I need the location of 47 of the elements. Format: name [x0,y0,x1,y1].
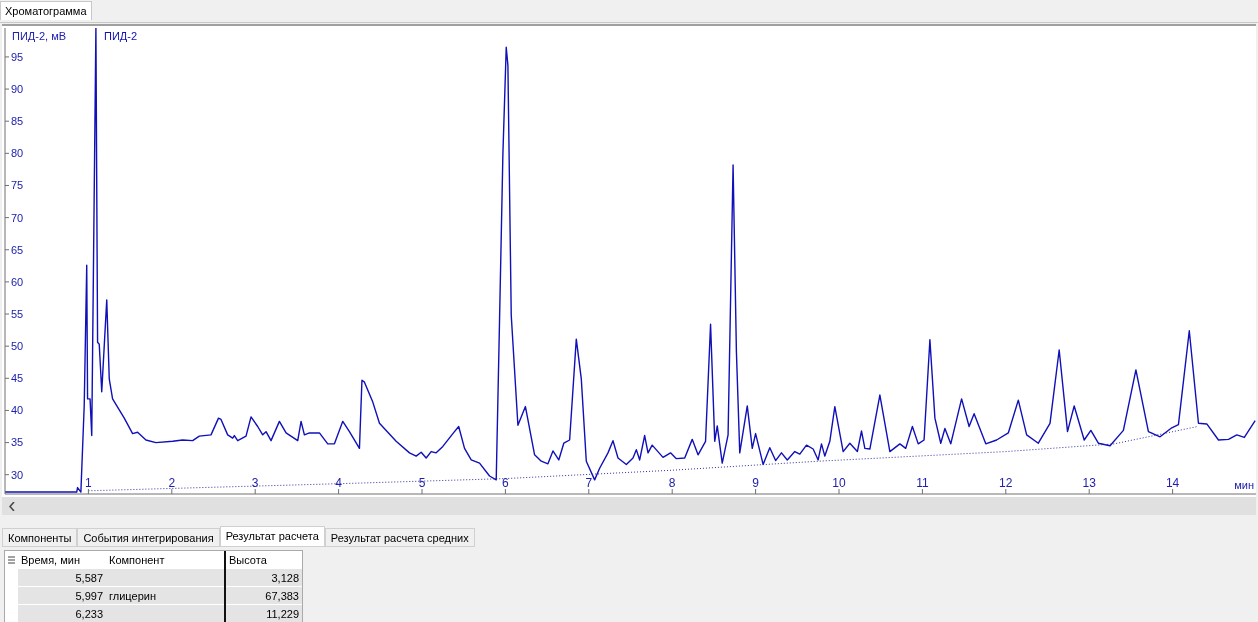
x-tick-label: 1 [85,476,93,490]
x-tick-label: 14 [1165,476,1180,490]
y-tick-label: 35 [11,436,24,449]
y-tick-label: 70 [11,211,24,224]
series-label: ПИД-2 [104,30,138,42]
x-tick-label: 12 [999,476,1013,490]
x-tick-label: 5 [418,476,426,490]
y-tick-label: 80 [11,147,24,160]
x-tick-label: 4 [335,476,343,490]
x-tick-label: 10 [832,476,846,490]
y-tick-label: 45 [11,372,24,385]
y-axis-title: ПИД-2, мВ [12,30,67,42]
x-tick-label: 6 [502,476,510,490]
text: Высота [225,551,302,569]
y-tick-label: 60 [11,275,24,288]
x-tick-label: 11 [916,476,929,490]
y-tick-label: 90 [11,82,24,95]
line-series [5,28,1256,493]
text: глицерин [106,586,225,605]
text: 5,997 [18,586,106,605]
text: 6,233 [18,604,106,622]
y-tick-label: 50 [11,340,24,353]
x-tick-label: 3 [251,476,259,490]
text: Время, мин [18,551,106,569]
text: Компоненты [2,528,78,547]
text: Результат расчета средних [324,528,475,547]
x-axis-title: мин [1234,479,1254,491]
text: Компонент [106,551,225,569]
y-tick-label: 55 [11,307,24,320]
x-tick-label: 9 [752,476,760,490]
text: Результат расчета [219,526,325,547]
y-tick-label: 30 [11,468,24,481]
y-tick-label: 85 [11,115,24,128]
y-tick-label: 75 [11,179,24,192]
text: 5,587 [18,568,106,587]
y-tick-label: 40 [11,404,24,417]
chart-title: Хроматограмма [0,1,92,20]
x-tick-label: 2 [168,476,176,490]
y-tick-label: 65 [11,243,24,256]
text: 11,229 [225,604,302,622]
x-tick-label: 7 [585,476,593,490]
text: События интегрирования [77,528,220,547]
text: 3,128 [225,568,302,587]
x-tick-label: 13 [1082,476,1097,490]
y-tick-label: 95 [11,50,24,63]
text: 67,383 [225,586,302,605]
x-tick-label: 8 [668,476,676,490]
